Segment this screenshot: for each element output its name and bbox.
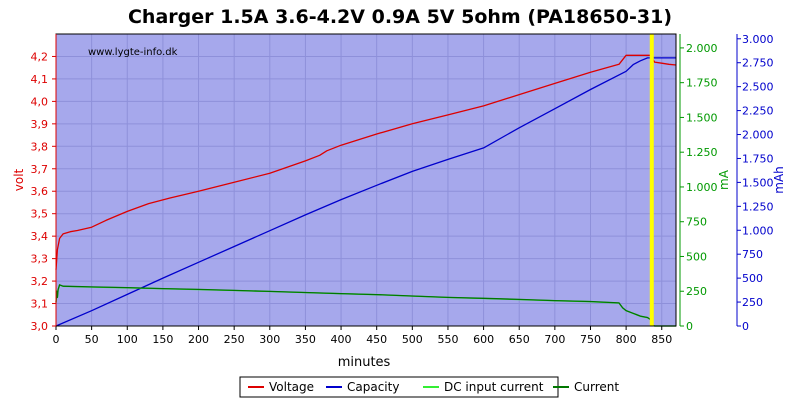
y-tick-label: 2.000 xyxy=(742,129,774,142)
plot-area xyxy=(56,34,676,326)
x-tick-label: 100 xyxy=(117,333,138,346)
y-tick-label: 500 xyxy=(686,250,707,263)
x-tick-label: 650 xyxy=(509,333,530,346)
x-axis-ticks: 0 50 100 150 200 250 300 350 400 450 500 550 600 650 7… xyxy=(53,326,672,346)
y-tick-label: 500 xyxy=(742,272,763,285)
y-tick-label: 4,0 xyxy=(31,95,49,108)
x-tick-label: 150 xyxy=(152,333,173,346)
y-tick-label: 3,0 xyxy=(31,320,49,333)
y-tick-label: 750 xyxy=(742,248,763,261)
series-layer xyxy=(55,54,677,327)
y-tick-label: 0 xyxy=(686,320,693,333)
y-tick-label: 2.000 xyxy=(686,42,718,55)
y-tick-label: 1.750 xyxy=(686,77,718,90)
x-tick-label: 400 xyxy=(331,333,352,346)
y-tick-label: 3,1 xyxy=(31,298,49,311)
y-tick-label: 0 xyxy=(742,320,749,333)
y-tick-label: 750 xyxy=(686,216,707,229)
y-tick-label: 1.500 xyxy=(686,111,718,124)
y-tick-label: 250 xyxy=(686,285,707,298)
y-tick-label: 1.000 xyxy=(686,181,718,194)
legend-label-dc-input-current: DC input current xyxy=(444,380,544,394)
y-tick-label: 1.000 xyxy=(742,224,774,237)
watermark: www.lygte-info.dk xyxy=(88,47,178,58)
x-tick-label: 750 xyxy=(580,333,601,346)
legend: Voltage Capacity DC input current Current xyxy=(239,376,619,398)
y-tick-label: 1.750 xyxy=(742,152,774,165)
grid-layer xyxy=(55,34,676,327)
x-axis-label: minutes xyxy=(338,355,391,370)
plot-background-layer xyxy=(56,34,676,326)
y-tick-label: 3,3 xyxy=(31,253,49,266)
y-axis-label-mah: mAh xyxy=(772,166,786,194)
y-tick-label: 3,4 xyxy=(31,230,49,243)
x-tick-label: 550 xyxy=(437,333,458,346)
mah-axis: 0 250 500 750 1.000 1.250 1.500 1.750 2.000 2.250… xyxy=(736,33,774,333)
x-tick-label: 600 xyxy=(473,333,494,346)
y-tick-label: 4,2 xyxy=(31,50,49,63)
x-tick-label: 850 xyxy=(651,333,672,346)
x-tick-label: 50 xyxy=(85,333,99,346)
y-tick-label: 2.500 xyxy=(742,81,774,94)
legend-label-capacity: Capacity xyxy=(347,380,399,394)
series-line-voltage xyxy=(55,54,677,270)
y-tick-label: 1.250 xyxy=(686,146,718,159)
y-tick-label: 3,7 xyxy=(31,163,49,176)
legend-label-voltage: Voltage xyxy=(269,380,314,394)
y-tick-label: 3.000 xyxy=(742,33,774,46)
y-tick-label: 3,6 xyxy=(31,185,49,198)
y-tick-label: 3,9 xyxy=(31,118,49,131)
y-tick-label: 250 xyxy=(742,296,763,309)
series-line-capacity xyxy=(55,57,676,327)
x-tick-label: 500 xyxy=(402,333,423,346)
chart-title: Charger 1.5A 3.6-4.2V 0.9A 5V 5ohm (PA18… xyxy=(128,6,672,28)
y-tick-label: 3,8 xyxy=(31,140,49,153)
y-axis-label-ma: mA xyxy=(717,169,731,190)
x-tick-label: 200 xyxy=(188,333,209,346)
y-axis-label-volt: volt xyxy=(12,168,26,191)
y-tick-label: 2.250 xyxy=(742,105,774,118)
x-tick-label: 450 xyxy=(366,333,387,346)
y-tick-label: 2.750 xyxy=(742,57,774,70)
x-tick-label: 250 xyxy=(224,333,245,346)
x-tick-label: 700 xyxy=(544,333,565,346)
y-tick-label: 3,2 xyxy=(31,275,49,288)
x-tick-label: 0 xyxy=(53,333,60,346)
y-tick-label: 1.500 xyxy=(742,176,774,189)
legend-label-current: Current xyxy=(574,380,619,394)
x-tick-label: 350 xyxy=(295,333,316,346)
ma-axis: 0 250 500 750 1.000 1.250 1.500 1.750 2.000 xyxy=(679,34,718,333)
y-tick-label: 3,5 xyxy=(31,208,49,221)
y-tick-label: 1.250 xyxy=(742,200,774,213)
y-tick-label: 4,1 xyxy=(31,73,49,86)
x-tick-label: 300 xyxy=(259,333,280,346)
x-tick-label: 800 xyxy=(616,333,637,346)
series-line-current xyxy=(55,284,676,327)
volt-axis: 3,0 3,1 3,2 3,3 3,4 3,5 3,6 3,7 3,8 3,9 4,0 4,1 4,2 xyxy=(31,34,57,333)
